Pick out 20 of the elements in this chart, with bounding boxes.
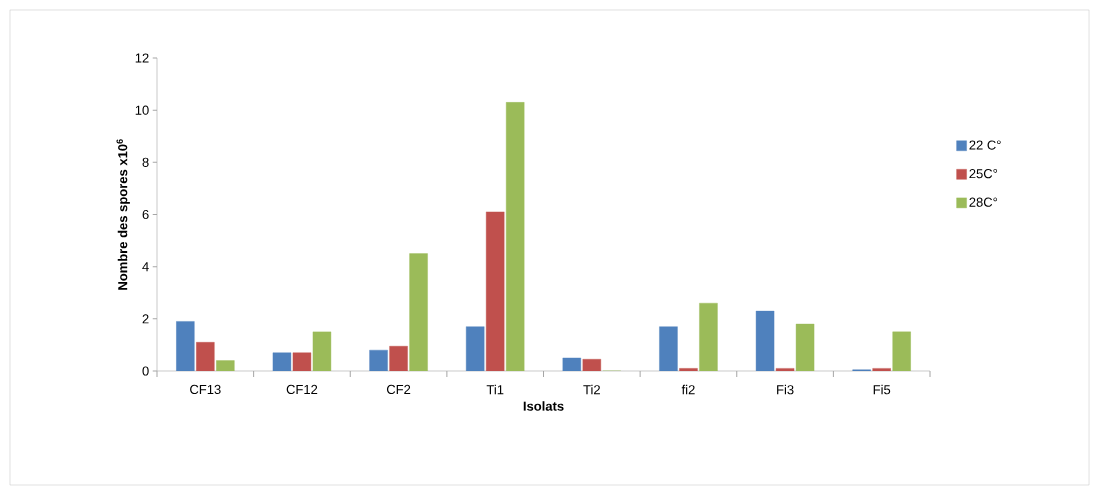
x-tick-label: Fi3: [777, 384, 794, 395]
y-tick-label: 2: [142, 314, 149, 324]
x-tick-label: Fi5: [873, 384, 891, 395]
x-tick-label: fi2: [681, 384, 695, 395]
x-tick-label: Ti1: [486, 384, 504, 395]
x-tick-label: CF13: [190, 384, 221, 394]
x-tick-label: CF2: [386, 384, 411, 394]
legend-label: 22 C°: [969, 140, 1001, 150]
y-tick-label: 4: [142, 262, 149, 272]
legend-label: 28C°: [969, 197, 998, 207]
y-tick-label: 0: [142, 366, 149, 376]
x-tick-label: CF12: [286, 384, 318, 394]
y-axis-title: Nombre des spores x10$^{6}$: [116, 139, 130, 290]
y-tick-label: 6: [142, 209, 149, 220]
y-tick-label: 10: [135, 105, 149, 115]
y-tick-label: 12: [135, 53, 149, 63]
legend-label: 25C°: [969, 169, 998, 179]
x-axis-title: Isolats: [523, 401, 564, 411]
x-tick-label: Ti2: [583, 384, 600, 395]
y-tick-label: 8: [142, 157, 149, 167]
